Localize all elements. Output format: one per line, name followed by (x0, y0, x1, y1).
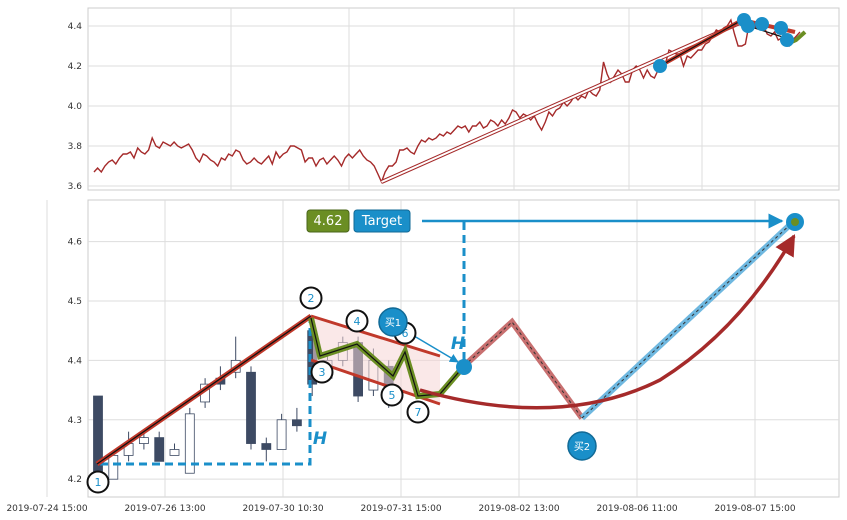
bottom-x-tick-label-2: 2019-07-30 10:30 (242, 504, 323, 514)
top-y-tick-label-4: 4.4 (68, 22, 83, 32)
target-value-box (306, 209, 350, 233)
bottom-y-tick-label-1: 4.3 (68, 416, 82, 426)
bottom-panel: 2019-07-24 15:00 2019-07-26 13:00 2019-07-… (6, 199, 840, 514)
top-signal-dot-4 (774, 21, 788, 35)
top-y-tick-label-2: 4.0 (68, 102, 83, 112)
candle-body-0 (93, 395, 103, 480)
cup-arc (419, 234, 796, 410)
projection-zigzag-core (463, 321, 583, 419)
top-price-line (93, 18, 801, 184)
buy-badge-label-2: 买2 (574, 441, 590, 453)
wave-marker-label-7: 7 (415, 406, 422, 419)
bottom-y-tick-label-0: 4.2 (68, 475, 82, 485)
candle-body-12 (276, 419, 287, 450)
top-signal-dot-5 (780, 33, 794, 47)
top-panel: 3.6 3.8 4.0 4.2 4.4 (68, 7, 840, 192)
top-long-trend-inner (381, 21, 743, 183)
candle-body-11 (261, 443, 272, 450)
wave-marker-circle-7 (406, 400, 430, 424)
buy-badge-circle-1 (378, 307, 408, 337)
top-y-tick-label-3: 4.2 (68, 62, 82, 72)
projection-rise (579, 219, 796, 421)
target-point-core (791, 218, 799, 226)
bottom-x-tick-label-4: 2019-08-02 13:00 (478, 504, 559, 514)
bottom-x-tick-label-3: 2019-07-31 15:00 (360, 504, 441, 514)
bottom-y-tick-label-4: 4.6 (68, 238, 83, 248)
wave-marker-label-5: 5 (389, 389, 396, 402)
target-label-text: Target (361, 214, 402, 229)
candle-body-4 (154, 437, 165, 462)
height-label-1: H (313, 429, 327, 449)
uptrend-core (96, 315, 312, 465)
wave-marker-label-3: 3 (319, 366, 326, 379)
candle-body-10 (246, 371, 256, 444)
wave-marker-label-2: 2 (308, 292, 315, 305)
wave-marker-label-4: 4 (354, 315, 361, 328)
wave-marker-label-6: 6 (402, 327, 409, 340)
bottom-x-tick-label-6: 2019-08-07 15:00 (714, 504, 795, 514)
bottom-x-tick-label-5: 2019-08-06 11:00 (596, 504, 677, 514)
top-signal-dot-0 (653, 59, 667, 73)
target-label-box (353, 209, 411, 233)
top-y-tick-label-0: 3.6 (68, 182, 83, 192)
bottom-y-tick-label-2: 4.4 (68, 356, 83, 366)
target-value-text: 4.62 (314, 214, 343, 229)
top-trend-up-core (659, 19, 743, 67)
top-plot-area (87, 7, 840, 191)
bottom-y-tick-label-3: 4.5 (68, 297, 82, 307)
wave-marker-circle-1 (86, 470, 110, 494)
bottom-x-tick-label-0: 2019-07-24 15:00 (6, 504, 87, 514)
buy-badge-label-1: 买1 (385, 317, 401, 329)
top-signal-dot-3 (755, 17, 769, 31)
buy1-dot (456, 359, 472, 375)
wave-marker-circle-2 (299, 286, 323, 310)
candle-body-1 (108, 455, 119, 480)
wave-marker-circle-3 (310, 360, 334, 384)
height-measure-1 (100, 320, 312, 466)
wave-marker-label-1: 1 (95, 476, 102, 489)
channel-upper (310, 314, 441, 358)
bottom-x-tick-label-1: 2019-07-26 13:00 (124, 504, 205, 514)
wave-marker-circle-4 (345, 309, 369, 333)
candle-body-5 (169, 449, 180, 456)
top-y-tick-label-1: 3.8 (68, 142, 83, 152)
buy-badge-circle-2 (567, 431, 597, 461)
wave-marker-circle-5 (380, 383, 404, 407)
candle-body-3 (138, 437, 149, 444)
candle-body-13 (291, 419, 302, 427)
candle-body-6 (184, 413, 195, 474)
height-label-2: H (451, 334, 465, 354)
top-signal-dot-2 (741, 19, 755, 33)
